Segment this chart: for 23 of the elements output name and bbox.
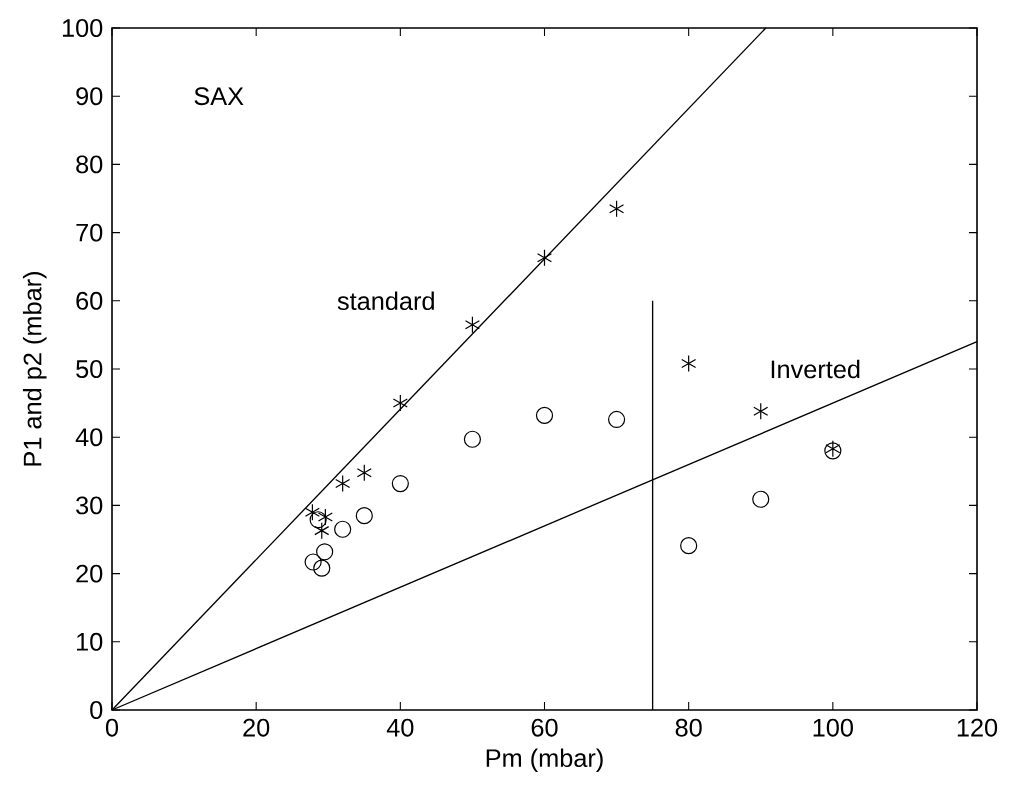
y-axis-title: P1 and p2 (mbar) [22, 272, 47, 466]
y-tick-label: 60 [76, 291, 103, 310]
x-tick-label: 60 [531, 718, 558, 737]
y-tick-label: 90 [76, 87, 103, 106]
y-tick-label: 100 [62, 19, 103, 37]
annotation: Inverted [771, 359, 860, 379]
y-tick-label: 10 [77, 632, 103, 651]
x-tick-label: 20 [243, 718, 270, 737]
annotation: standard [337, 291, 434, 311]
x-tick-label: 100 [813, 718, 853, 737]
y-tick-label: 40 [75, 428, 103, 447]
x-tick-label: 40 [386, 718, 414, 737]
annotation: SAX [194, 87, 244, 106]
y-tick-label: 80 [76, 155, 103, 174]
y-tick-label: 0 [90, 701, 103, 719]
y-tick-label: 70 [76, 223, 103, 242]
y-tick-label: 20 [76, 564, 103, 583]
x-tick-label: 120 [957, 718, 998, 737]
x-tick-label: 0 [105, 718, 119, 737]
x-axis-title: Pm (mbar) [486, 748, 603, 773]
y-tick-label: 50 [76, 360, 103, 378]
x-tick-label: 80 [675, 718, 702, 737]
y-tick-label: 30 [76, 496, 103, 515]
